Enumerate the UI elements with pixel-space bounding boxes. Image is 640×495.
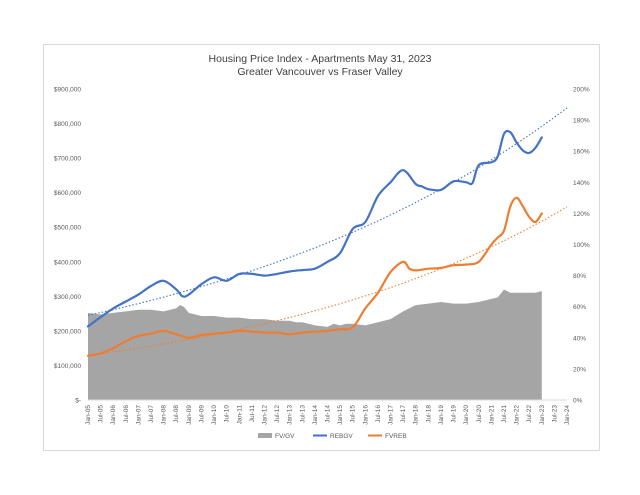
chart-title: Housing Price Index - Apartments May 31,… [208,53,432,65]
x-tick-label: Jan-07 [135,405,142,425]
legend-swatch-fv-gv [258,433,272,438]
x-tick-label: Jul-20 [476,405,483,423]
x-tick-label: Jul-15 [350,405,357,423]
trendline-rebgv [87,107,568,316]
y-left-tick-label: $100,000 [54,363,81,370]
trendline-fvreb [87,206,568,357]
legend-label-rebgv: REBGV [330,433,353,440]
y-right-tick-label: 40% [573,335,586,342]
x-tick-label: Jan-11 [236,405,243,425]
x-tick-label: Jan-13 [287,405,294,425]
series-line-fvreb [86,196,543,357]
y-left-tick-label: $200,000 [54,328,81,335]
x-tick-label: Jul-07 [148,405,155,423]
series-line-rebgv [86,129,543,328]
x-tick-label: Jan-09 [186,405,193,425]
line-layer [86,129,543,357]
y-right-tick-label: 80% [573,273,586,280]
x-tick-label: Jul-06 [123,405,130,423]
x-tick-label: Jan-16 [362,405,369,425]
y-left-tick-label: $500,000 [54,225,81,232]
x-tick-label: Jul-11 [249,405,256,423]
x-tick-label: Jul-16 [375,405,382,423]
legend-label-fvreb: FVREB [385,433,407,440]
x-tick-label: Jan-12 [261,405,268,425]
x-tick-label: Jul-21 [501,405,508,423]
x-tick-label: Jul-17 [400,405,407,423]
x-tick-label: Jul-18 [425,405,432,423]
x-tick-label: Jan-22 [514,405,521,425]
legend: FV/GV REBGV FVREB [258,433,407,440]
y-left-tick-label: $700,000 [54,156,81,163]
x-tick-label: Jan-20 [463,405,470,425]
y-left-tick-label: $400,000 [54,259,81,266]
y-left-tick-label: $800,000 [54,121,81,128]
x-tick-label: Jan-06 [110,405,117,425]
x-tick-label: Jan-05 [85,405,92,425]
x-tick-label: Jul-13 [299,405,306,423]
y-left-tick-label: $- [75,398,81,405]
x-tick-label: Jan-10 [211,405,218,425]
y-left-tick-label: $900,000 [54,87,81,94]
chart-subtitle: Greater Vancouver vs Fraser Valley [237,66,403,78]
x-tick-label: Jan-23 [539,405,546,425]
y-right-tick-label: 200% [573,87,590,94]
y-right-tick-label: 180% [573,118,590,125]
y-right-tick-label: 140% [573,180,590,187]
x-tick-label: Jan-15 [337,405,344,425]
y-right-tick-label: 20% [573,366,586,373]
x-tick-label: Jan-08 [161,405,168,425]
trendline-layer [87,107,568,357]
y-right-tick-label: 160% [573,149,590,156]
y-right-tick-label: 100% [573,242,590,249]
y-left-tick-label: $600,000 [54,190,81,197]
x-tick-label: Jul-19 [451,405,458,423]
legend-label-fv-gv: FV/GV [275,433,295,440]
area-layer [88,289,542,400]
x-tick-label: Jan-24 [564,405,571,425]
x-tick-label: Jan-14 [312,405,319,425]
x-tick-label: Jan-18 [413,405,420,425]
series-area-fv-gv [88,289,542,400]
x-tick-label: Jul-05 [98,405,105,423]
x-tick-label: Jul-10 [224,405,231,423]
y-left-tick-label: $300,000 [54,294,81,301]
x-tick-label: Jul-14 [325,405,332,423]
y-right-tick-label: 120% [573,211,590,218]
x-tick-label: Jul-22 [526,405,533,423]
x-tick-label: Jan-19 [438,405,445,425]
x-tick-label: Jan-17 [388,405,395,425]
chart-title-block: Housing Price Index - Apartments May 31,… [0,53,640,79]
x-tick-label: Jan-21 [488,405,495,425]
x-tick-label: Jul-12 [274,405,281,423]
x-tick-label: Jul-09 [198,405,205,423]
x-tick-label: Jul-08 [173,405,180,423]
x-tick-label: Jul-23 [551,405,558,423]
y-right-tick-label: 60% [573,304,586,311]
axis-layer: $- $100,000 $200,000 $300,000 $400,000 $500,0… [54,87,590,425]
y-right-tick-label: 0% [573,398,583,405]
